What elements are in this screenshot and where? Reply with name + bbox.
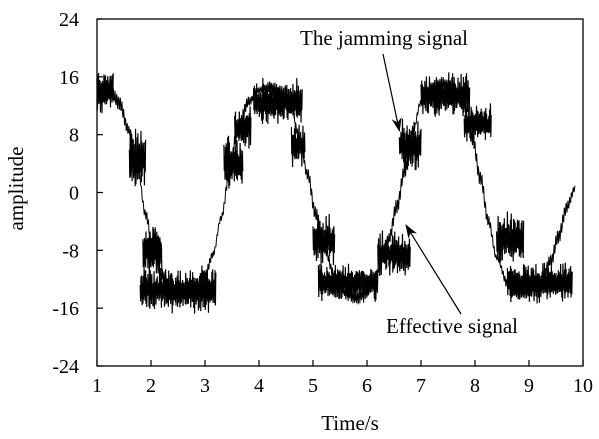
jamming-signal-segment [223, 135, 244, 189]
jamming-signal-segment [96, 72, 114, 114]
x-tick-label: 3 [200, 375, 210, 397]
x-tick-label: 9 [524, 375, 534, 397]
x-tick-label: 10 [573, 375, 593, 397]
x-tick-label: 6 [362, 375, 372, 397]
jamming-signal-segment [463, 103, 492, 144]
jamming-signal-segment [253, 77, 303, 125]
jamming-signal-segment [290, 124, 306, 168]
x-tick-label: 8 [470, 375, 480, 397]
jamming-signal-segment [234, 106, 252, 149]
x-axis-title: Time/s [321, 411, 379, 435]
x-tick-label: 5 [308, 375, 318, 397]
y-tick-label: -8 [62, 240, 79, 262]
jamming-signal-segment [377, 230, 411, 276]
y-axis-title: amplitude [4, 147, 28, 231]
x-tick-label: 4 [254, 375, 264, 397]
annotation-label: Effective signal [386, 314, 518, 338]
jamming-signal-segment [128, 128, 147, 187]
x-tick-label: 7 [416, 375, 426, 397]
annotation-arrow [382, 53, 402, 133]
annotation-arrow [405, 224, 462, 315]
jamming-signal-segment [312, 214, 336, 266]
x-axis-ticks: 1 2 3 4 5 6 7 8 9 10 [92, 360, 593, 397]
y-tick-label: 0 [69, 183, 79, 205]
jamming-signal-segment [506, 262, 573, 304]
jamming-signal-segment [317, 263, 379, 303]
jamming-signal-segment [420, 72, 471, 117]
x-tick-label: 1 [92, 375, 102, 397]
jamming-signal-segment [139, 265, 217, 314]
annotation-label: The jamming signal [300, 26, 468, 50]
y-tick-label: 24 [59, 9, 79, 31]
jamming-signal-segment [142, 226, 163, 277]
y-axis-ticks: 24 16 8 0 -8 -16 -24 [52, 9, 103, 378]
annotations: The jamming signal Effective signal [300, 26, 518, 338]
y-tick-label: 8 [69, 125, 79, 147]
x-tick-label: 2 [146, 375, 156, 397]
y-tick-label: -16 [52, 298, 79, 320]
y-tick-label: -24 [52, 356, 79, 378]
jamming-signal-segment [398, 118, 422, 171]
y-tick-label: 16 [59, 67, 79, 89]
jamming-signal-segment [496, 211, 525, 264]
plot-lines [96, 72, 576, 314]
